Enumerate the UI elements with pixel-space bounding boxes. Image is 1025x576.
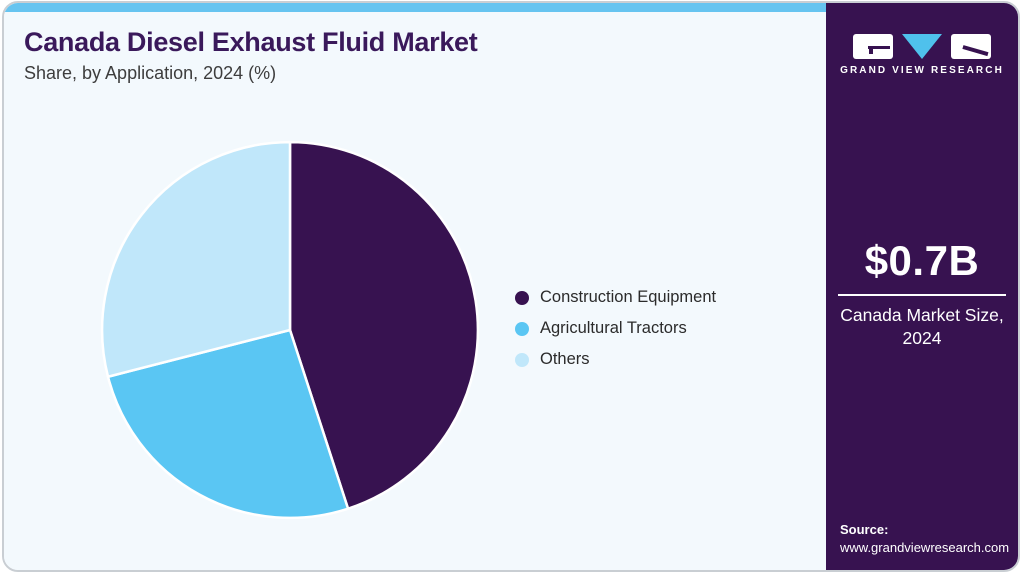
logo-g-stub	[869, 46, 873, 54]
logo-wordmark: GRAND VIEW RESEARCH	[840, 65, 1004, 76]
divider	[838, 294, 1006, 296]
header: Canada Diesel Exhaust Fluid Market Share…	[24, 27, 478, 84]
legend-dot-icon	[515, 290, 529, 305]
accent-topbar	[4, 3, 826, 12]
chart-legend: Construction Equipment Agricultural Trac…	[515, 288, 716, 369]
logo-g-mark-icon	[853, 34, 893, 59]
source-label: Source:	[840, 522, 889, 537]
legend-dot-icon	[515, 352, 529, 367]
legend-item-others: Others	[515, 350, 716, 369]
pie-chart	[100, 140, 480, 520]
source-block: Source: www.grandviewresearch.com	[840, 522, 1009, 555]
market-size-value: $0.7B	[864, 237, 980, 284]
legend-item-agricultural-tractors: Agricultural Tractors	[515, 319, 716, 338]
gvr-logo-icon	[826, 34, 1018, 59]
legend-dot-icon	[515, 321, 529, 336]
pie-slice-construction-equipment	[288, 140, 480, 510]
logo-r-mark-icon	[951, 34, 991, 59]
chart-panel: Canada Diesel Exhaust Fluid Market Share…	[4, 3, 826, 570]
pie-slice-agricultural-tractors	[106, 328, 350, 520]
market-size-block: $0.7B Canada Market Size, 2024	[826, 237, 1018, 350]
page-title: Canada Diesel Exhaust Fluid Market	[24, 27, 478, 57]
pie-slice-others	[100, 140, 292, 378]
page-subtitle: Share, by Application, 2024 (%)	[24, 63, 277, 83]
legend-label: Others	[540, 350, 590, 368]
market-size-label: Canada Market Size, 2024	[840, 305, 1004, 348]
brand-sidebar: GRAND VIEW RESEARCH $0.7B Canada Market …	[826, 3, 1018, 570]
legend-label: Agricultural Tractors	[540, 319, 687, 337]
legend-label: Construction Equipment	[540, 288, 717, 306]
legend-item-construction-equipment: Construction Equipment	[515, 288, 716, 307]
logo-g-bar	[868, 46, 890, 49]
source-url: www.grandviewresearch.com	[840, 540, 1010, 555]
logo-r-bar	[962, 45, 989, 56]
logo-v-triangle-icon	[902, 34, 942, 59]
